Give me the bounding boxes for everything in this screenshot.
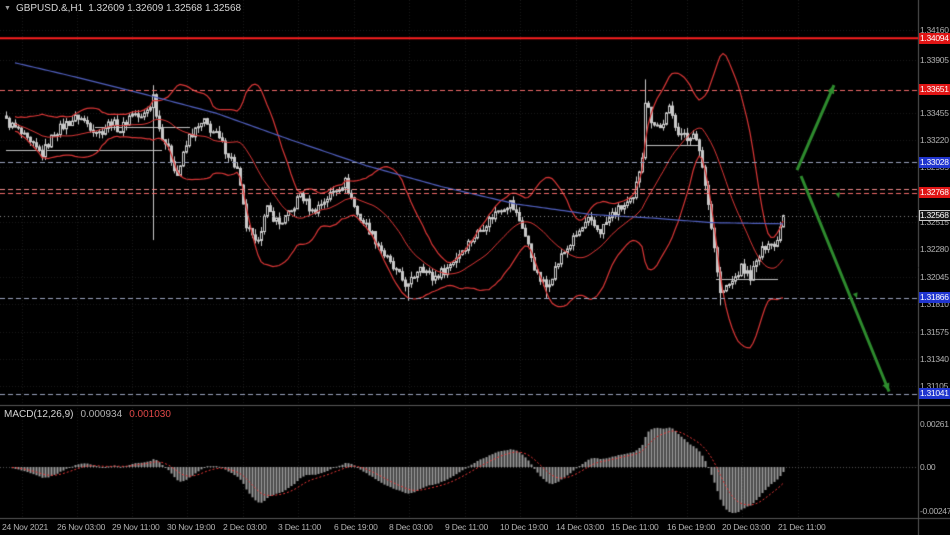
price-tick-label: 1.31575 — [920, 326, 949, 337]
macd-tick-label: -0.00247 — [920, 506, 950, 516]
time-tick-label: 3 Dec 11:00 — [278, 522, 322, 532]
price-level-label: 1.34094 — [919, 32, 950, 44]
price-level-label: 1.32768 — [919, 187, 950, 199]
price-level-label: 1.32568 — [919, 210, 950, 222]
price-tick-label: 1.33905 — [920, 55, 949, 66]
time-tick-label: 6 Dec 19:00 — [334, 522, 378, 532]
time-tick-label: 21 Dec 11:00 — [778, 522, 826, 532]
macd-caption: MACD(12,26,9) 0.000934 0.001030 — [4, 409, 171, 420]
price-tick-label: 1.32515 — [920, 217, 949, 228]
time-tick-label: 15 Dec 11:00 — [611, 522, 659, 532]
chart-marker-icon: ▼ — [4, 4, 11, 12]
price-level-label: 1.33651 — [919, 84, 950, 96]
time-tick-label: 8 Dec 03:00 — [389, 522, 433, 532]
macd-tick-label: 0.00261 — [920, 419, 949, 429]
price-level-label: 1.33028 — [919, 156, 950, 168]
price-level-label: 1.31866 — [919, 292, 950, 304]
price-tick-label: 1.33455 — [920, 107, 949, 118]
macd-main-value: 0.000934 — [80, 409, 123, 420]
time-tick-label: 9 Dec 11:00 — [445, 522, 489, 532]
chart-caption: ▼ GBPUSD.&,H1 1.32609 1.32609 1.32568 1.… — [4, 3, 241, 14]
price-tick-label: 1.31810 — [920, 299, 949, 310]
time-tick-label: 10 Dec 19:00 — [500, 522, 549, 532]
price-tick-label: 1.33220 — [920, 134, 949, 145]
price-tick-label: 1.34160 — [920, 25, 949, 36]
time-tick-label: 30 Nov 19:00 — [167, 522, 216, 532]
time-tick-label: 24 Nov 2021 — [2, 522, 49, 532]
price-level-label: 1.31041 — [919, 388, 950, 400]
symbol-timeframe-label: GBPUSD.&,H1 — [15, 3, 84, 14]
time-tick-label: 29 Nov 11:00 — [112, 522, 160, 532]
price-tick-label: 1.32045 — [920, 271, 949, 282]
macd-tick-label: 0.00 — [920, 462, 936, 472]
price-tick-label: 1.31105 — [920, 381, 948, 392]
time-tick-label: 2 Dec 03:00 — [223, 522, 267, 532]
time-tick-label: 14 Dec 03:00 — [556, 522, 605, 532]
price-tick-label: 1.31340 — [920, 353, 949, 364]
ohlc-values-label: 1.32609 1.32609 1.32568 1.32568 — [88, 3, 242, 14]
time-tick-label: 26 Nov 03:00 — [57, 522, 106, 532]
price-tick-label: 1.32280 — [920, 244, 949, 255]
time-tick-label: 20 Dec 03:00 — [722, 522, 771, 532]
macd-signal-value: 0.001030 — [129, 409, 171, 420]
time-tick-label: 16 Dec 19:00 — [667, 522, 716, 532]
macd-name-label: MACD(12,26,9) — [4, 409, 74, 420]
